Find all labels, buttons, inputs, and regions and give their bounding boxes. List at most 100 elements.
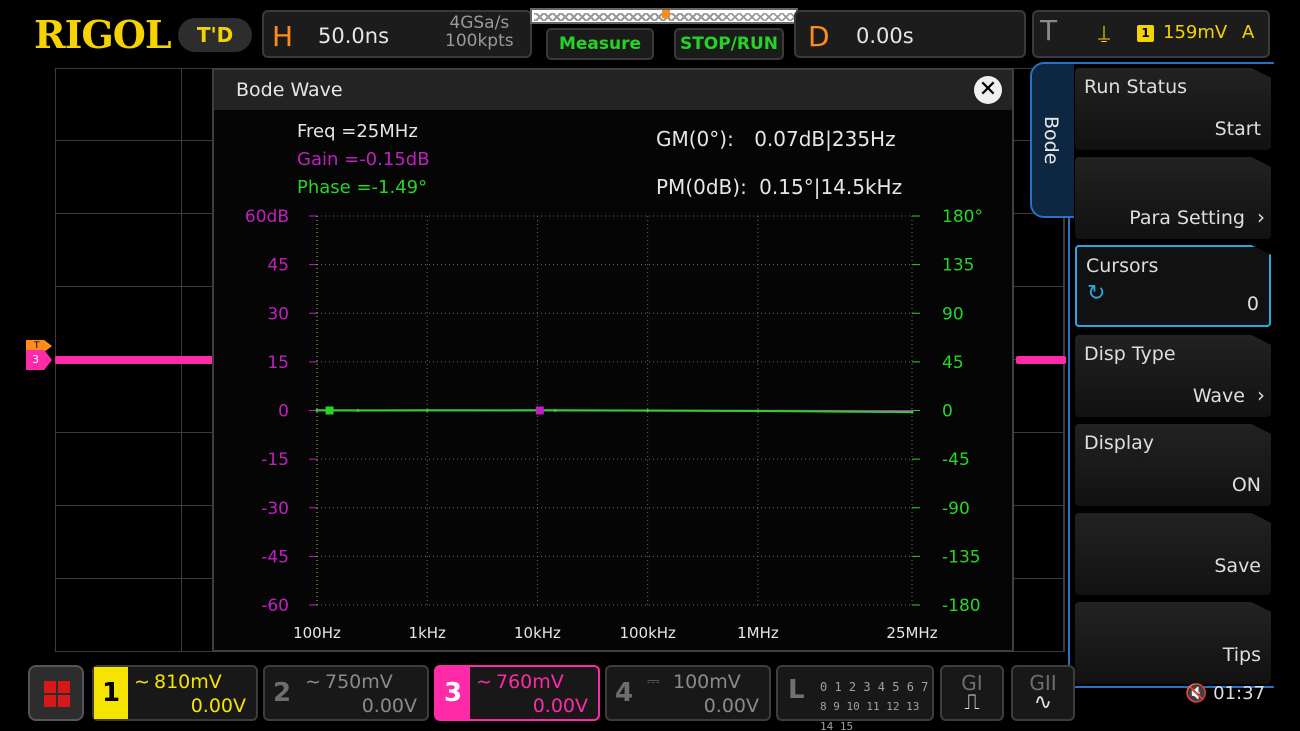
- x-tick-label: 100kHz: [619, 624, 676, 642]
- y-left-tick-label: -15: [261, 450, 289, 470]
- mode-badge[interactable]: T'D: [178, 18, 252, 52]
- y-left-tick-label: 45: [267, 256, 289, 276]
- menu-label: Display: [1084, 432, 1155, 454]
- sine-wave-icon: ∿: [1033, 690, 1053, 715]
- y-right-tick-label: 90: [942, 304, 964, 324]
- trigger-letter: T: [1040, 14, 1058, 47]
- channel-3-scale: 760mV: [496, 671, 564, 693]
- channel-2-offset: 0.00V: [361, 695, 417, 717]
- phase-point: [425, 408, 429, 412]
- gm-label: GM(0°):: [656, 127, 734, 151]
- menu-value: Para Setting: [1129, 207, 1245, 229]
- phase-point: [646, 409, 650, 412]
- y-left-tick-label: -30: [261, 499, 289, 519]
- channel-3-panel[interactable]: 3 ∼ 760mV 0.00V: [434, 665, 600, 721]
- logic-channels: 0 1 2 3 4 5 6 7 8 9 10 11 12 13 14 15: [820, 677, 932, 731]
- menu-label: Run Status: [1084, 76, 1188, 98]
- gain-readout: Gain =-0.15dB: [297, 149, 430, 170]
- trigger-panel[interactable]: [1032, 10, 1270, 58]
- y-right-tick-label: 135: [942, 256, 974, 276]
- freq-readout: Freq =25MHz: [297, 121, 418, 142]
- channel-1-panel[interactable]: 1 ∼ 810mV 0.00V: [92, 665, 258, 721]
- logic-row-2: 8 9 10 11 12 13 14 15: [820, 700, 920, 731]
- phase-point: [553, 408, 557, 412]
- generator-1-panel[interactable]: GI ⎍: [940, 665, 1004, 721]
- memory-position-bar[interactable]: [530, 8, 798, 24]
- menu-value: ON: [1231, 474, 1261, 496]
- channel-4-offset: 0.00V: [703, 695, 759, 717]
- logic-letter: L: [788, 675, 805, 705]
- channel-3-offset: 0.00V: [532, 695, 588, 717]
- generator-1-label: GI: [961, 671, 983, 695]
- x-tick-label: 1MHz: [737, 624, 779, 642]
- trigger-mode: A: [1242, 22, 1255, 43]
- close-icon[interactable]: ✕: [974, 76, 1002, 104]
- channel-4-number: 4: [614, 678, 634, 708]
- menu-tips[interactable]: Tips: [1075, 602, 1271, 684]
- bode-title-bar[interactable]: Bode Wave ✕: [214, 70, 1012, 110]
- bode-menu-tab[interactable]: Bode: [1030, 62, 1074, 218]
- y-right-tick-label: -135: [942, 547, 981, 567]
- menu-para-setting[interactable]: Para Setting ›: [1075, 157, 1271, 239]
- bode-tab-label: Bode: [1040, 116, 1062, 165]
- generator-2-panel[interactable]: GII ∿: [1011, 665, 1075, 721]
- channel-4-scale: 100mV: [673, 671, 741, 693]
- phase-point: [315, 408, 319, 412]
- channel-3-offset-marker[interactable]: 3: [26, 350, 52, 370]
- x-tick-label: 25MHz: [886, 624, 937, 642]
- phase-point: [910, 410, 914, 414]
- bode-plot[interactable]: 60dB 180° 45 135 30 90 15 45 0 0 -15 -45 -30 -90 -45 -1…: [214, 70, 1012, 650]
- y-right-tick-label: -45: [942, 450, 970, 470]
- menu-label: Cursors: [1086, 255, 1159, 277]
- y-right-tick-label: 180°: [942, 207, 983, 227]
- channel-4-panel[interactable]: 4 ⎓ 100mV 0.00V: [605, 665, 771, 721]
- menu-display[interactable]: Display ON: [1075, 424, 1271, 506]
- channel-1-scale: 810mV: [154, 671, 222, 693]
- channel-3-trace-right: [1016, 356, 1066, 364]
- menu-value: Save: [1214, 555, 1261, 577]
- curve-marker: [535, 406, 544, 415]
- pulse-wave-icon: ⎍: [964, 690, 980, 715]
- phase-readout: Phase =-1.49°: [297, 177, 428, 198]
- y-left-tick-label: 15: [267, 353, 289, 373]
- menu-value: Start: [1214, 118, 1261, 140]
- pm-label: PM(0dB):: [656, 175, 747, 199]
- menu-save[interactable]: Save: [1075, 513, 1271, 595]
- trigger-level-marker[interactable]: T: [26, 340, 52, 352]
- x-tick-label: 10kHz: [514, 624, 561, 642]
- trigger-position-marker: [662, 10, 670, 18]
- home-menu-button[interactable]: [28, 665, 84, 721]
- y-right-tick-label: 45: [942, 353, 964, 373]
- phase-curve: [316, 409, 913, 414]
- y-left-tick-label: 30: [267, 304, 289, 324]
- channel-3-number: 3: [436, 667, 470, 719]
- pm-value: 0.15°|14.5kHz: [759, 175, 903, 199]
- horizontal-letter: H: [272, 20, 294, 53]
- delay-panel[interactable]: D 0.00s: [794, 10, 1026, 58]
- menu-run-status[interactable]: Run Status Start: [1075, 68, 1271, 150]
- stop-run-button[interactable]: STOP/RUN: [674, 28, 784, 60]
- logic-analyzer-panel[interactable]: L 0 1 2 3 4 5 6 7 8 9 10 11 12 13 14 15: [776, 665, 934, 731]
- curve-marker: [325, 406, 334, 415]
- channel-2-panel[interactable]: 2 ∼ 750mV 0.00V: [263, 665, 429, 721]
- phase-point: [756, 409, 760, 413]
- menu-label: Disp Type: [1084, 343, 1176, 365]
- mute-icon[interactable]: 🔇: [1185, 683, 1208, 704]
- trigger-source: 1: [1137, 25, 1154, 42]
- y-right-tick-label: -180: [942, 596, 981, 616]
- rising-edge-icon: ⍊: [1098, 20, 1110, 44]
- timebase-value: 50.0ns: [318, 24, 390, 48]
- menu-disp-type[interactable]: Disp Type Wave ›: [1075, 335, 1271, 417]
- acquisition-info: 4GSa/s 100kpts: [445, 14, 514, 50]
- delay-letter: D: [808, 20, 830, 53]
- menu-cursors[interactable]: Cursors ↻ 0: [1075, 245, 1271, 327]
- horizontal-panel[interactable]: H 50.0ns: [262, 10, 532, 58]
- x-tick-label: 1kHz: [409, 624, 447, 642]
- memory-depth: 100kpts: [445, 31, 514, 51]
- channel-2-number: 2: [272, 678, 292, 708]
- measure-button[interactable]: Measure: [546, 28, 654, 60]
- clock: 01:37: [1213, 683, 1266, 704]
- trigger-level: 159mV: [1163, 22, 1228, 43]
- channel-2-scale: 750mV: [325, 671, 393, 693]
- phase-point: [356, 409, 360, 412]
